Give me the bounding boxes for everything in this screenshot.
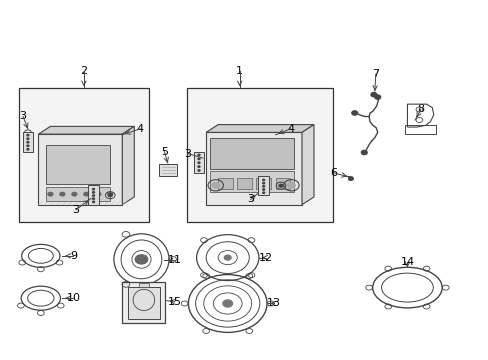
Text: 5: 5: [161, 147, 167, 157]
Text: 10: 10: [66, 293, 80, 303]
Polygon shape: [206, 125, 313, 132]
Circle shape: [92, 195, 94, 196]
Circle shape: [135, 255, 147, 264]
Circle shape: [351, 111, 357, 115]
Circle shape: [262, 179, 264, 181]
Circle shape: [198, 162, 200, 163]
Circle shape: [348, 177, 352, 180]
Bar: [218, 178, 232, 189]
Text: 9: 9: [70, 251, 77, 261]
Circle shape: [370, 93, 376, 97]
Circle shape: [262, 189, 264, 190]
Bar: [19, 88, 148, 222]
Bar: [275, 178, 289, 189]
Circle shape: [224, 255, 231, 260]
Circle shape: [198, 170, 200, 171]
Circle shape: [287, 183, 295, 188]
Circle shape: [211, 183, 219, 188]
Circle shape: [108, 194, 112, 197]
Text: 2: 2: [80, 66, 87, 76]
Text: 4: 4: [286, 124, 293, 134]
Circle shape: [92, 201, 94, 203]
Text: 12: 12: [259, 253, 273, 262]
Text: 3: 3: [184, 149, 191, 158]
Bar: [23, 132, 33, 152]
Circle shape: [92, 189, 94, 190]
Bar: [45, 145, 110, 184]
Polygon shape: [122, 126, 134, 205]
Circle shape: [198, 154, 200, 156]
Bar: [139, 283, 148, 287]
Circle shape: [84, 192, 89, 196]
Text: 8: 8: [416, 104, 424, 114]
Circle shape: [27, 141, 29, 143]
Bar: [88, 185, 99, 205]
Circle shape: [96, 192, 101, 196]
Text: 6: 6: [330, 168, 337, 178]
Circle shape: [374, 95, 380, 99]
Text: 15: 15: [167, 297, 181, 307]
Bar: [128, 287, 160, 319]
Bar: [39, 134, 122, 205]
Text: 3: 3: [72, 205, 79, 215]
Polygon shape: [302, 125, 313, 205]
Bar: [257, 176, 269, 195]
Circle shape: [108, 192, 112, 196]
Bar: [45, 187, 110, 201]
Circle shape: [48, 192, 53, 196]
Bar: [186, 88, 332, 222]
Bar: [206, 132, 302, 205]
Circle shape: [92, 192, 94, 193]
Text: 7: 7: [371, 69, 379, 79]
Circle shape: [60, 192, 64, 196]
Bar: [404, 125, 435, 134]
Circle shape: [361, 150, 366, 154]
Circle shape: [27, 138, 29, 139]
Text: 14: 14: [400, 257, 414, 267]
Bar: [122, 282, 165, 323]
Circle shape: [279, 184, 282, 187]
Text: 1: 1: [236, 66, 243, 76]
Circle shape: [27, 149, 29, 150]
Bar: [194, 152, 203, 173]
Circle shape: [27, 145, 29, 147]
Circle shape: [27, 135, 29, 136]
Polygon shape: [159, 164, 177, 176]
Bar: [209, 138, 293, 170]
Circle shape: [262, 192, 264, 193]
Circle shape: [198, 158, 200, 159]
Circle shape: [72, 192, 77, 196]
Text: 13: 13: [266, 298, 281, 309]
Text: 11: 11: [168, 256, 182, 265]
Circle shape: [92, 198, 94, 199]
Polygon shape: [39, 126, 134, 134]
Circle shape: [262, 183, 264, 184]
Bar: [256, 178, 270, 189]
Text: 4: 4: [136, 124, 143, 134]
Bar: [237, 178, 251, 189]
Text: 3: 3: [20, 112, 26, 121]
Circle shape: [198, 166, 200, 167]
Circle shape: [223, 300, 232, 307]
Bar: [209, 171, 293, 192]
Circle shape: [262, 186, 264, 187]
Text: 3: 3: [247, 194, 254, 204]
